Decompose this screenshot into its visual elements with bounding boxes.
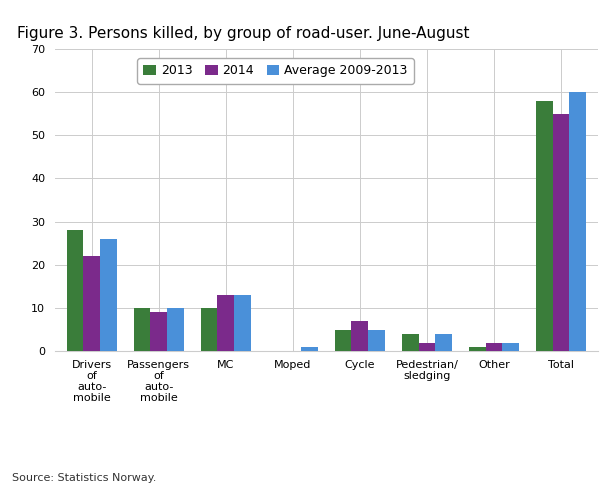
Bar [84,256,100,351]
Bar [66,230,84,351]
Text: Source: Statistics Norway.: Source: Statistics Norway. [12,473,157,483]
Bar [436,334,452,351]
Bar [100,239,117,351]
Bar [569,92,586,351]
Bar [553,114,569,351]
Bar [486,343,502,351]
Bar [502,343,519,351]
Bar [536,101,553,351]
Bar [134,308,151,351]
Bar [402,334,418,351]
Bar [301,347,318,351]
Bar [217,295,234,351]
Bar [201,308,217,351]
Bar [167,308,184,351]
Bar [351,321,368,351]
Bar [468,347,486,351]
Bar [234,295,251,351]
Bar [335,330,351,351]
Bar [151,312,167,351]
Bar [368,330,385,351]
Text: Figure 3. Persons killed, by group of road-user. June-August: Figure 3. Persons killed, by group of ro… [17,26,470,41]
Bar [418,343,436,351]
Legend: 2013, 2014, Average 2009-2013: 2013, 2014, Average 2009-2013 [137,58,414,83]
